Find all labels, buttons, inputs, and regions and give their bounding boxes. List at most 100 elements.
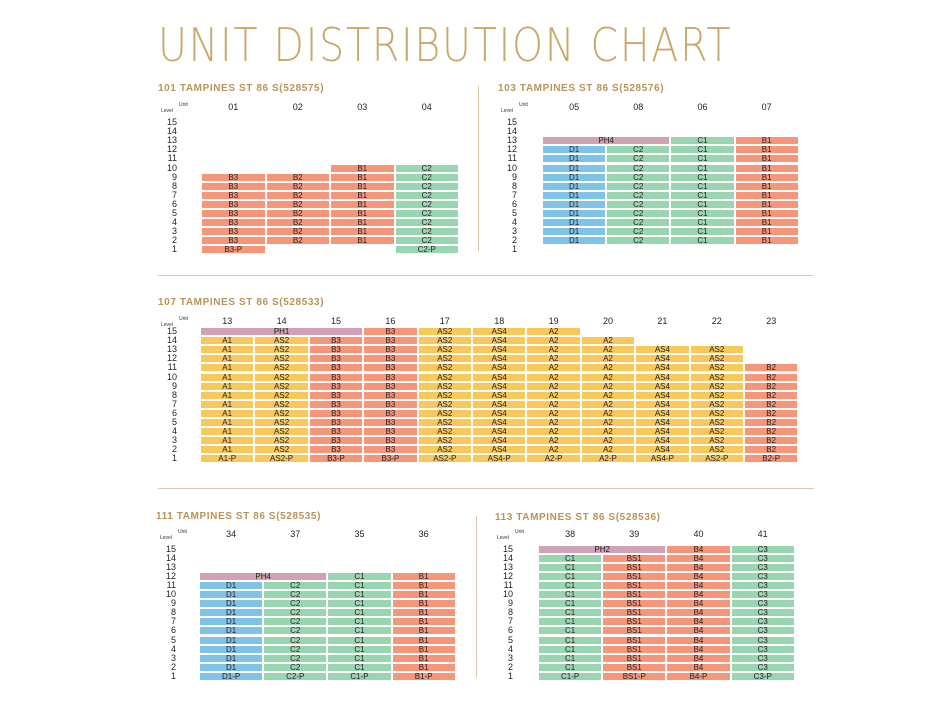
unit-type-cell: B3: [363, 427, 418, 437]
unit-type-cell: B3: [363, 345, 418, 355]
unit-type-cell: B1: [391, 581, 456, 591]
unit-type-cell: B2: [744, 399, 799, 409]
unit-number: 16: [385, 316, 396, 326]
unit-type-cell: A2: [580, 390, 636, 400]
unit-type-cell: B1: [330, 209, 395, 219]
unit-type-cell: B1-P: [391, 671, 456, 681]
unit-type-cell: B1: [734, 227, 799, 237]
unit-type-cell: B2: [744, 408, 799, 418]
level-number: 4: [170, 643, 176, 654]
unit-type-cell: D1-P: [199, 671, 264, 681]
unit-type-cell: AS4: [472, 427, 527, 437]
unit-type-cell: B1: [391, 644, 456, 654]
unit-type-cell: B1: [734, 145, 799, 155]
block-heading: 101 TAMPINES ST 86 S(528575): [158, 83, 325, 94]
unit-number: 39: [629, 529, 640, 539]
unit-type-cell: A1: [200, 408, 255, 418]
unit-type-cell: A2: [580, 445, 636, 455]
unit-type-cell: C1: [538, 608, 603, 618]
level-number: 6: [171, 407, 177, 418]
level-number: 11: [167, 153, 177, 164]
unit-type-cell: B4: [666, 635, 731, 645]
level-number: 7: [171, 398, 177, 409]
level-number: 4: [171, 426, 177, 437]
unit-type-cell: B2: [744, 390, 799, 400]
unit-number: 01: [228, 102, 239, 112]
level-number: 12: [166, 144, 177, 155]
unit-type-cell: C2-P: [394, 245, 459, 255]
unit-type-cell: AS4: [472, 408, 527, 418]
unit-type-cell: B1: [391, 617, 456, 627]
unit-type-cell: AS4: [635, 427, 690, 437]
unit-type-cell: AS2: [417, 436, 472, 446]
unit-type-cell: B1: [391, 572, 456, 582]
level-number: 12: [165, 571, 176, 582]
unit-type-cell: A2: [580, 418, 636, 428]
unit-type-cell: C2: [606, 199, 671, 209]
block-heading: 111 TAMPINES ST 86 S(528535): [156, 511, 322, 522]
level-number: 6: [170, 625, 176, 636]
level-header-label: Level: [501, 108, 513, 114]
unit-type-cell: B3: [363, 372, 418, 382]
unit-number: 14: [276, 316, 287, 326]
unit-type-cell: A2: [580, 427, 636, 437]
unit-type-cell: B1: [391, 608, 456, 618]
level-number: 9: [171, 380, 177, 391]
unit-type-cell: AS2: [417, 408, 472, 418]
unit-type-cell: AS2: [254, 354, 309, 364]
level-number: 5: [171, 208, 177, 218]
unit-type-cell: C1: [538, 662, 603, 672]
unit-type-cell: C2: [394, 172, 459, 182]
unit-type-cell: AS2: [417, 372, 472, 382]
unit-type-cell: B1: [330, 181, 395, 191]
unit-type-cell: B1: [734, 136, 799, 146]
unit-number: 07: [761, 102, 772, 112]
unit-type-cell: C1: [670, 209, 735, 219]
unit-type-cell: C2-P: [263, 671, 328, 681]
unit-type-cell: C3: [730, 581, 795, 591]
unit-type-cell: B2: [744, 445, 799, 455]
unit-type-cell: B1: [391, 653, 456, 663]
unit-type-cell: C2: [263, 626, 328, 636]
unit-type-cell: AS2: [254, 436, 309, 446]
level-number: 9: [171, 171, 177, 182]
unit-type-cell: D1: [542, 181, 607, 191]
unit-type-cell: B3-P: [363, 454, 418, 464]
unit-type-cell: C1: [327, 635, 392, 645]
level-number: 3: [507, 652, 513, 663]
unit-type-cell: BS1: [602, 653, 667, 663]
unit-type-cell: B4: [666, 599, 731, 609]
unit-type-cell: AS2: [417, 327, 472, 337]
level-number: 7: [511, 189, 517, 200]
unit-type-cell: C1: [327, 644, 392, 654]
unit-type-cell: B1: [734, 163, 799, 173]
unit-type-cell: C1: [670, 227, 735, 237]
level-number: 7: [171, 189, 177, 200]
unit-type-cell: C1: [327, 626, 392, 636]
level-number: 2: [171, 235, 177, 246]
unit-type-cell: B3: [363, 390, 418, 400]
unit-type-cell: BS1: [602, 644, 667, 654]
unit-type-cell: C1: [538, 635, 603, 645]
unit-type-cell: AS2: [417, 399, 472, 409]
unit-type-cell: B3: [201, 181, 266, 191]
unit-type-cell: B3: [201, 172, 266, 182]
unit-type-cell: A2: [580, 408, 636, 418]
unit-type-cell: AS4-P: [472, 454, 527, 464]
unit-type-cell: BS1: [602, 617, 667, 627]
unit-type-cell: AS2: [254, 418, 309, 428]
level-number: 10: [506, 162, 517, 173]
level-number: 14: [165, 553, 176, 564]
unit-type-cell: D1: [542, 190, 607, 200]
level-number: 5: [507, 634, 513, 645]
unit-type-cell: C3: [730, 626, 795, 636]
level-number: 3: [170, 652, 176, 663]
unit-header-label: Unit: [519, 102, 528, 108]
unit-type-cell: B1: [330, 227, 395, 237]
unit-type-cell: B3: [308, 381, 364, 391]
unit-type-cell: AS4: [472, 363, 527, 373]
unit-type-cell: C1: [538, 626, 603, 636]
unit-type-cell: C1: [538, 554, 603, 564]
unit-number: 17: [439, 316, 450, 326]
unit-type-cell: BS1: [602, 626, 667, 636]
